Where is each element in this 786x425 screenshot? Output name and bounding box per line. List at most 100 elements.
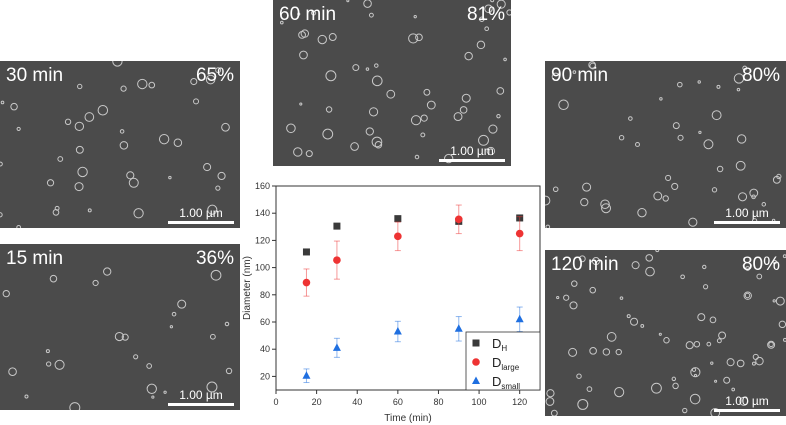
particle (64, 118, 72, 126)
particle (374, 141, 383, 149)
particle-texture (545, 250, 786, 416)
particle (563, 294, 570, 301)
particle (606, 332, 617, 342)
data-point-small (302, 371, 311, 379)
x-tick-label: 0 (273, 397, 278, 407)
particle (420, 114, 428, 122)
particle (84, 112, 95, 122)
particle (631, 261, 640, 270)
data-point-small (332, 343, 341, 351)
particle (137, 78, 148, 90)
legend-marker (472, 339, 480, 347)
particle (733, 73, 745, 84)
particle (371, 75, 383, 87)
particle (761, 202, 767, 207)
particle (386, 89, 396, 99)
scale-bar: 1.00 µm (168, 388, 234, 406)
particle (550, 409, 558, 416)
particle (0, 161, 3, 167)
particle (618, 134, 625, 141)
particle (368, 12, 374, 18)
particle (709, 316, 717, 324)
scale-bar-label: 1.00 µm (450, 144, 494, 158)
particle (697, 313, 706, 322)
particle (600, 199, 610, 209)
particle (640, 324, 645, 328)
sem-panel-15min: 15 min 36% 1.00 µm (0, 244, 240, 410)
particle (0, 212, 3, 218)
particle (626, 314, 631, 319)
particle (602, 348, 611, 356)
coverage-label: 81% (466, 4, 505, 25)
legend-entry-large: Dlarge (492, 355, 520, 372)
particle (121, 333, 129, 341)
particle (782, 337, 786, 342)
particle (718, 331, 727, 340)
particle (368, 107, 379, 117)
particle (146, 363, 153, 369)
data-point-small (393, 327, 402, 335)
particle (217, 171, 226, 181)
particle (299, 102, 303, 106)
sem-panel-60min: 60 min 81% 1.00 µm (273, 0, 511, 166)
particle (325, 70, 337, 82)
particle (350, 142, 359, 151)
particle (133, 354, 139, 360)
particle (24, 394, 29, 399)
particle (464, 51, 473, 61)
x-axis-label: Time (min) (384, 413, 431, 424)
particle (328, 33, 337, 42)
particle (716, 165, 724, 173)
particle-texture (279, 0, 511, 164)
particle (114, 331, 124, 342)
particle (776, 173, 782, 180)
particle-texture (2, 267, 233, 410)
particle (726, 358, 735, 367)
particle (653, 191, 663, 201)
particle (10, 102, 18, 111)
particle (711, 110, 722, 121)
particle (297, 12, 301, 16)
x-tick-label: 120 (512, 397, 527, 407)
particle (346, 0, 350, 3)
particle (586, 386, 593, 392)
particle (671, 376, 677, 382)
particle (415, 33, 423, 42)
particle (571, 280, 578, 287)
particle (453, 112, 463, 122)
particle (503, 57, 507, 62)
particle (711, 187, 718, 193)
particle (545, 224, 551, 228)
particle-texture (0, 61, 230, 228)
particle (601, 203, 612, 214)
particle (408, 33, 419, 44)
particle (645, 266, 655, 277)
particle (714, 379, 718, 383)
time-label: 120 min (551, 254, 619, 275)
particle (743, 291, 752, 300)
particle (190, 77, 198, 86)
particle (702, 264, 707, 270)
particle (16, 126, 21, 132)
particle (572, 70, 577, 74)
particle (74, 182, 84, 192)
particle (173, 138, 183, 147)
particle (420, 132, 426, 138)
particle (767, 340, 776, 349)
particle (685, 341, 694, 350)
particle (168, 175, 172, 180)
particle (710, 407, 721, 416)
particle (671, 182, 679, 191)
time-label: 60 min (279, 4, 337, 25)
particle (128, 177, 139, 188)
particle (698, 130, 702, 135)
particle (8, 367, 17, 377)
particle (768, 341, 774, 348)
particle (193, 98, 200, 105)
particle (224, 321, 230, 327)
particle (568, 347, 578, 357)
particle (298, 30, 306, 39)
particle (628, 116, 633, 121)
particle (772, 299, 776, 303)
particle (751, 361, 756, 366)
